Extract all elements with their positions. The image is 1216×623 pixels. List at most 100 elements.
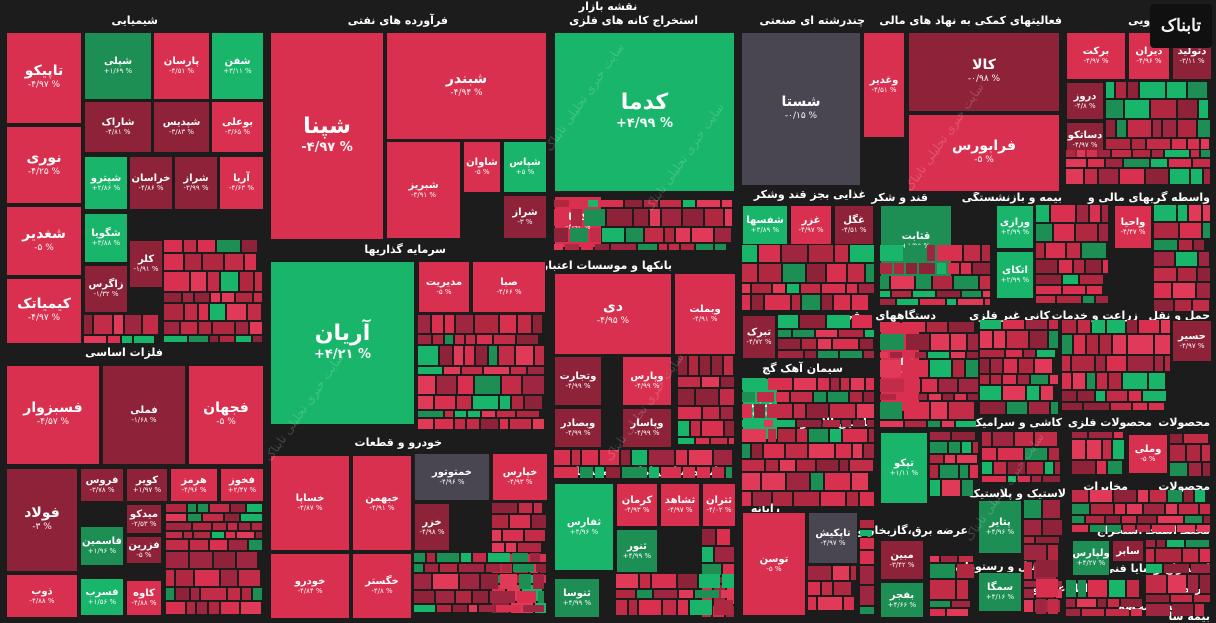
stock-tile-small[interactable] [1008, 462, 1025, 474]
stock-tile-small[interactable] [581, 244, 593, 250]
stock-tile-small[interactable] [866, 264, 874, 282]
stock-tile-small[interactable] [1138, 516, 1156, 523]
stock-tile-small[interactable] [696, 438, 709, 444]
stock-tile-small[interactable] [1170, 169, 1189, 184]
stock-tile[interactable]: خساپا -۴/۸۷ % [270, 455, 350, 551]
stock-tile-small[interactable] [462, 367, 482, 374]
stock-tile-small[interactable] [663, 600, 676, 615]
stock-tile-small[interactable] [1048, 545, 1058, 560]
stock-tile-small[interactable] [517, 411, 539, 417]
stock-tile-small[interactable] [414, 591, 434, 603]
stock-tile-small[interactable] [695, 590, 719, 598]
stock-tile-small[interactable] [915, 352, 926, 358]
stock-tile-small[interactable] [1076, 224, 1097, 241]
stock-tile-small[interactable] [1179, 240, 1192, 250]
stock-tile-small[interactable] [982, 476, 1006, 482]
stock-tile[interactable]: سمگا +۴/۱۶ % [978, 572, 1022, 612]
stock-tile-small[interactable] [1041, 386, 1053, 400]
stock-tile-small[interactable] [920, 299, 945, 305]
stock-tile-small[interactable] [742, 492, 751, 506]
stock-tile-small[interactable] [477, 335, 492, 344]
stock-tile-small[interactable] [897, 299, 918, 305]
stock-tile-small[interactable] [831, 378, 839, 390]
stock-tile-small[interactable] [980, 331, 992, 348]
stock-tile[interactable]: شپلی +۱/۶۹ % [84, 32, 152, 100]
stock-tile-small[interactable] [1107, 356, 1126, 371]
stock-tile-small[interactable] [1172, 604, 1193, 616]
stock-tile-small[interactable] [1133, 403, 1147, 410]
stock-tile-small[interactable] [649, 450, 674, 465]
stock-tile-small[interactable] [697, 200, 720, 207]
stock-tile-small[interactable] [525, 396, 542, 409]
stock-tile-small[interactable] [492, 543, 504, 552]
stock-tile-small[interactable] [199, 322, 211, 334]
stock-tile-small[interactable] [225, 514, 239, 521]
stock-tile-small[interactable] [1092, 320, 1105, 333]
stock-tile-small[interactable] [502, 564, 511, 572]
stock-tile-small[interactable] [825, 473, 850, 490]
stock-tile-small[interactable] [1027, 462, 1043, 474]
stock-tile-small[interactable] [460, 574, 479, 589]
stock-tile-small[interactable] [918, 394, 927, 400]
stock-tile-small[interactable] [948, 263, 959, 274]
stock-tile-small[interactable] [752, 444, 762, 458]
stock-tile-small[interactable] [650, 209, 660, 226]
stock-tile-small[interactable] [1188, 82, 1207, 98]
stock-tile-small[interactable] [778, 315, 798, 328]
stock-tile-small[interactable] [1087, 440, 1101, 459]
stock-tile-small[interactable] [444, 367, 460, 374]
stock-tile[interactable]: میدکو -۲/۵۳ % [126, 504, 162, 534]
stock-tile-small[interactable] [440, 346, 452, 365]
stock-tile-small[interactable] [245, 254, 256, 270]
stock-tile-small[interactable] [518, 543, 541, 552]
stock-tile-small[interactable] [937, 245, 962, 261]
stock-tile-small[interactable] [185, 254, 201, 270]
stock-tile-small[interactable] [1072, 504, 1089, 514]
stock-tile-small[interactable] [572, 450, 580, 465]
stock-tile-small[interactable] [1106, 120, 1115, 137]
stock-tile-small[interactable] [176, 570, 193, 586]
stock-tile-small[interactable] [715, 228, 731, 242]
stock-tile[interactable]: شفسها +۳/۸۹ % [742, 205, 788, 245]
stock-tile-small[interactable] [473, 553, 486, 562]
stock-tile-small[interactable] [959, 379, 978, 392]
stock-tile-small[interactable] [1054, 224, 1074, 241]
stock-tile-small[interactable] [778, 330, 791, 337]
stock-tile-small[interactable] [194, 532, 210, 538]
stock-tile-small[interactable] [185, 304, 197, 320]
stock-tile-small[interactable] [892, 291, 911, 297]
stock-tile-small[interactable] [475, 315, 498, 333]
stock-tile-small[interactable] [980, 386, 1001, 400]
stock-tile-small[interactable] [991, 359, 1002, 373]
stock-tile-small[interactable] [840, 351, 862, 358]
stock-tile[interactable]: خودرو -۴/۸۴ % [270, 553, 350, 619]
stock-tile-small[interactable] [847, 284, 857, 293]
stock-tile-small[interactable] [844, 597, 854, 610]
stock-tile[interactable]: وبصادر -۴/۹۹ % [554, 408, 602, 448]
stock-tile-small[interactable] [678, 600, 688, 615]
stock-tile-small[interactable] [494, 335, 515, 344]
stock-tile-small[interactable] [1078, 320, 1090, 333]
stock-tile-small[interactable] [834, 582, 851, 595]
stock-tile[interactable]: کویر +۱/۹۷ % [126, 468, 168, 502]
stock-tile-small[interactable] [880, 291, 890, 297]
stock-tile-small[interactable] [994, 462, 1006, 474]
stock-tile-small[interactable] [802, 295, 820, 310]
stock-tile-small[interactable] [797, 420, 821, 427]
stock-tile-small[interactable] [1170, 463, 1187, 476]
stock-tile-small[interactable] [1154, 240, 1177, 250]
stock-tile-small[interactable] [1091, 504, 1113, 514]
stock-tile-small[interactable] [536, 564, 544, 572]
stock-tile[interactable]: غزر -۴/۹۷ % [790, 205, 832, 245]
stock-tile[interactable]: شپدیس -۳/۸۳ % [153, 101, 210, 153]
stock-tile-small[interactable] [166, 570, 174, 586]
stock-tile-small[interactable] [1067, 243, 1080, 258]
stock-tile-small[interactable] [1072, 525, 1088, 532]
stock-tile-small[interactable] [455, 419, 465, 429]
stock-tile-small[interactable] [242, 240, 257, 252]
stock-tile-small[interactable] [1168, 490, 1182, 502]
stock-tile-small[interactable] [880, 276, 889, 289]
stock-tile-small[interactable] [970, 465, 978, 478]
stock-tile-small[interactable] [250, 322, 262, 334]
stock-tile-small[interactable] [496, 605, 521, 612]
